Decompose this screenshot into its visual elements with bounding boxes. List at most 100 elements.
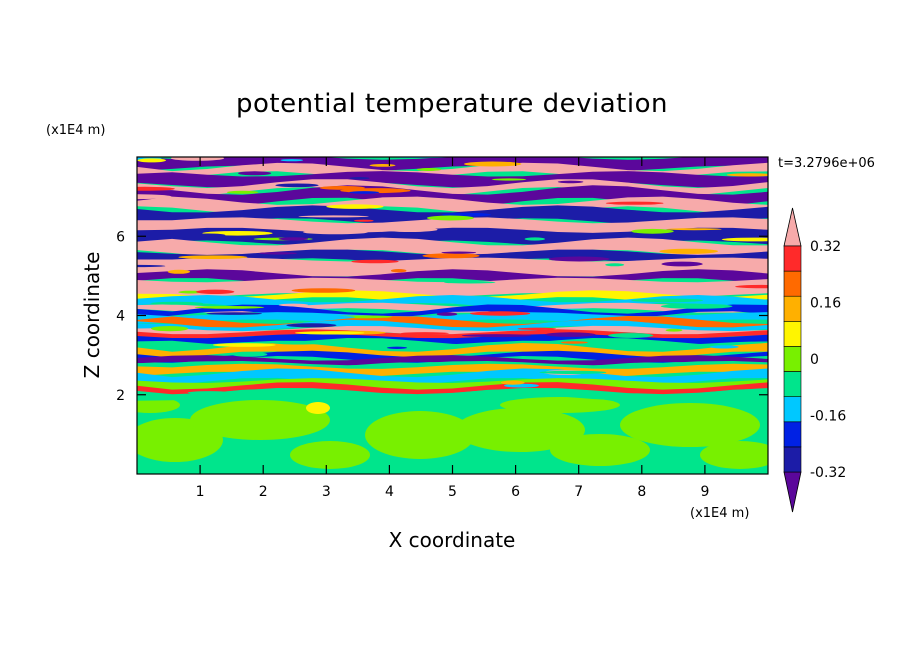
x-tick-label: 1 xyxy=(196,484,205,500)
colorbar-swatch xyxy=(783,320,802,347)
contour-streak xyxy=(605,201,664,205)
contour-streak xyxy=(291,288,356,293)
colorbar-swatch xyxy=(783,346,802,372)
contour-streak xyxy=(461,334,532,338)
lower-blob xyxy=(306,402,330,414)
contour-streak xyxy=(721,237,768,242)
lower-blob xyxy=(620,403,760,447)
contour-streak xyxy=(286,323,337,328)
y-tick-label: 6 xyxy=(116,229,125,245)
colorbar-swatch xyxy=(783,270,802,297)
x-tick-label: 7 xyxy=(574,484,583,500)
lower-blob xyxy=(455,408,585,452)
contour-streak xyxy=(278,303,309,307)
contour-streak xyxy=(272,341,325,345)
contour-streak xyxy=(206,312,262,315)
contour-streak xyxy=(491,178,527,181)
colorbar-label: 0 xyxy=(810,352,819,368)
lower-blob xyxy=(365,411,475,459)
contour-streak xyxy=(436,312,458,316)
contour-streak xyxy=(426,215,474,221)
contour-streak xyxy=(238,171,272,176)
colorbar-swatch xyxy=(783,421,802,448)
contour-band xyxy=(137,179,768,196)
contour-streak xyxy=(194,306,265,309)
contour-streak xyxy=(212,343,276,347)
contour-streak xyxy=(150,301,204,305)
contour-band xyxy=(137,338,768,353)
lower-blob xyxy=(700,441,768,469)
contour-band xyxy=(137,319,768,334)
x-axis: 1 2 3 4 5 6 7 8 9 xyxy=(196,157,709,500)
contour-streak xyxy=(517,327,557,330)
x-unit-label: (x1E4 m) xyxy=(690,506,749,521)
contour-streak xyxy=(545,332,596,337)
colorbar-swatch xyxy=(783,245,802,272)
x-tick-label: 5 xyxy=(448,484,457,500)
x-tick-label: 8 xyxy=(637,484,646,500)
contour-streak xyxy=(280,159,303,162)
colorbar-extend-bottom xyxy=(783,471,802,513)
y-axis: 2 4 6 xyxy=(116,229,768,404)
contour-streak xyxy=(351,259,399,264)
colorbar-swatch xyxy=(783,396,802,423)
lower-blob xyxy=(290,441,370,469)
contour-streak xyxy=(354,219,374,222)
contour-streak xyxy=(292,315,356,319)
x-tick-label: 3 xyxy=(322,484,331,500)
contour-streak xyxy=(422,253,480,259)
contour-streak xyxy=(666,228,722,231)
contour-band xyxy=(137,388,768,401)
x-tick-label: 4 xyxy=(385,484,394,500)
contour-streak xyxy=(349,177,370,180)
contour-streak xyxy=(190,233,226,237)
contour-streak xyxy=(441,251,477,254)
contour-streak xyxy=(278,237,309,241)
contour-streak xyxy=(326,204,384,209)
contour-streak xyxy=(178,255,248,259)
contour-streak xyxy=(443,281,496,284)
colorbar-label: 0.32 xyxy=(810,239,841,255)
x-axis-title: X coordinate xyxy=(389,528,516,552)
contour-streak xyxy=(319,186,365,190)
y-tick-label: 2 xyxy=(116,388,125,404)
contour-streak xyxy=(548,256,610,262)
contour-streak xyxy=(327,280,344,285)
contour-streak xyxy=(400,332,449,335)
contour-streak xyxy=(170,157,225,161)
contour-streak xyxy=(450,175,480,182)
colorbar-label: 0.16 xyxy=(810,296,841,312)
contour-streak xyxy=(726,173,768,177)
contour-streak xyxy=(182,361,228,365)
x-tick-label: 6 xyxy=(511,484,520,500)
colorbar-swatch xyxy=(783,446,802,473)
contour-streak xyxy=(258,252,298,255)
contour-streak xyxy=(560,341,588,344)
contour-streak xyxy=(390,269,407,273)
y-tick-label: 4 xyxy=(116,309,125,325)
chart-title: potential temperature deviation xyxy=(236,89,668,119)
contour-streak xyxy=(231,352,268,357)
contour-streak xyxy=(151,326,189,332)
contour-streak xyxy=(295,331,365,335)
contour-streak xyxy=(187,391,231,395)
contour-streak xyxy=(137,264,166,268)
contour-streak xyxy=(631,298,704,303)
colorbar-label: -0.16 xyxy=(810,409,846,425)
contour-streak xyxy=(226,190,259,194)
contour-streak xyxy=(137,186,175,191)
plot-area xyxy=(136,156,769,475)
x-tick-label: 9 xyxy=(700,484,709,500)
contour-streak xyxy=(713,339,768,342)
contour-streak xyxy=(349,191,380,194)
contour-streak xyxy=(303,229,368,235)
lower-blob xyxy=(137,397,180,413)
colorbar-label: -0.32 xyxy=(810,465,846,481)
contour-streak xyxy=(661,261,703,267)
contour-streak xyxy=(660,303,733,309)
contour-streak xyxy=(196,289,235,294)
x-tick-label: 2 xyxy=(259,484,268,500)
contour-streak xyxy=(382,227,438,233)
contour-streak xyxy=(665,328,683,332)
contour-streak xyxy=(137,158,166,163)
